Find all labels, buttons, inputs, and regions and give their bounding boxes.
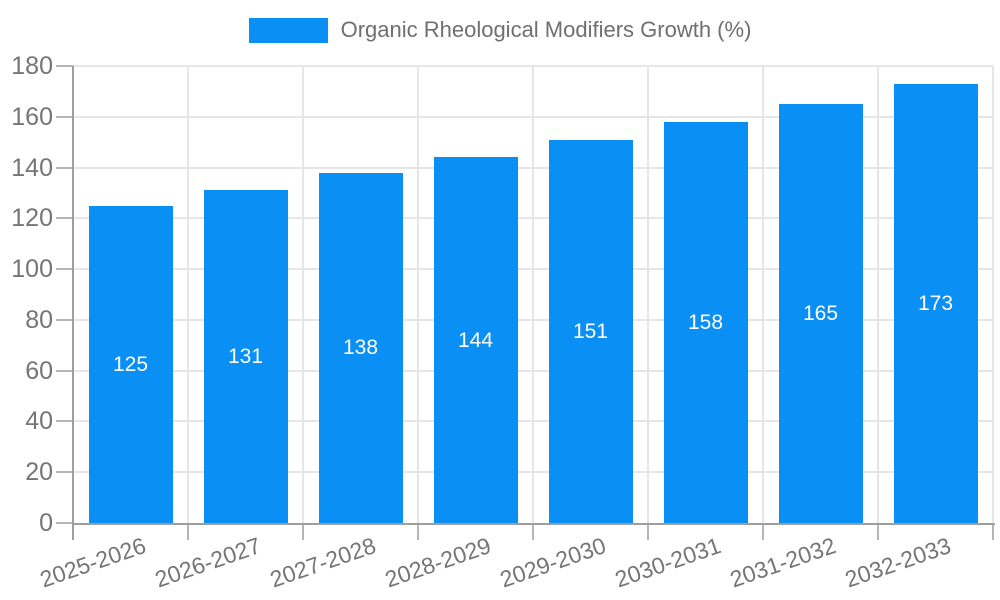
x-axis-line — [73, 523, 995, 525]
x-axis-tick — [992, 523, 994, 540]
x-axis-tick — [877, 523, 879, 540]
bar-2031-2032[interactable]: 165 — [778, 104, 863, 523]
y-axis-label: 0 — [39, 509, 53, 537]
y-axis-tick — [56, 217, 73, 220]
y-axis-tick — [56, 166, 73, 169]
bar-2026-2027[interactable]: 131 — [203, 190, 288, 523]
y-axis-label: 40 — [25, 407, 53, 436]
y-axis-label: 100 — [11, 255, 53, 284]
x-axis-tick — [532, 523, 534, 540]
bar-value-label: 138 — [342, 336, 379, 360]
x-axis-tick — [647, 523, 649, 540]
y-axis-label: 160 — [11, 102, 53, 131]
legend-label: Organic Rheological Modifiers Growth (%) — [340, 17, 752, 42]
bar-2028-2029[interactable]: 144 — [433, 157, 518, 523]
bar-value-label: 125 — [112, 352, 149, 376]
gridline-vertical — [647, 66, 649, 523]
gridline-vertical — [187, 66, 189, 523]
y-axis-label: 140 — [11, 153, 53, 182]
y-axis-label: 60 — [25, 356, 53, 385]
y-axis-tick — [56, 65, 73, 67]
y-axis-label: 80 — [25, 305, 53, 334]
gridline-vertical — [417, 66, 419, 523]
y-axis-label: 180 — [11, 52, 53, 80]
x-axis-tick — [417, 523, 419, 540]
y-axis-tick — [56, 115, 73, 118]
gridline-vertical — [877, 66, 879, 523]
bar-value-label: 151 — [572, 319, 609, 343]
y-axis-tick — [56, 471, 73, 474]
bar-value-label: 131 — [227, 345, 264, 369]
bar-value-label: 158 — [687, 310, 724, 334]
gridline-vertical — [302, 66, 304, 523]
gridline-vertical — [762, 66, 764, 523]
gridline-vertical — [532, 66, 534, 523]
y-axis-line — [72, 66, 74, 540]
y-axis-tick — [56, 318, 73, 321]
y-axis-tick — [56, 420, 73, 423]
x-axis-tick — [302, 523, 304, 540]
bar-value-label: 165 — [802, 302, 839, 326]
x-axis-tick — [762, 523, 764, 540]
gridline-vertical — [992, 66, 994, 523]
y-axis-label: 20 — [25, 458, 53, 487]
y-axis-tick — [56, 522, 73, 524]
bar-2030-2031[interactable]: 158 — [663, 121, 748, 523]
bar-2027-2028[interactable]: 138 — [318, 172, 403, 523]
bar-2032-2033[interactable]: 173 — [893, 83, 978, 523]
chart-legend[interactable]: Organic Rheological Modifiers Growth (%) — [0, 15, 1000, 45]
x-axis-tick — [187, 523, 189, 540]
bar-value-label: 173 — [917, 291, 954, 315]
bar-2025-2026[interactable]: 125 — [88, 205, 173, 523]
bar-value-label: 144 — [457, 328, 494, 352]
bar-2029-2030[interactable]: 151 — [548, 139, 633, 523]
y-axis-label: 120 — [11, 204, 53, 233]
legend-swatch-icon — [248, 17, 328, 43]
y-axis-tick — [56, 268, 73, 271]
y-axis-tick — [56, 369, 73, 372]
